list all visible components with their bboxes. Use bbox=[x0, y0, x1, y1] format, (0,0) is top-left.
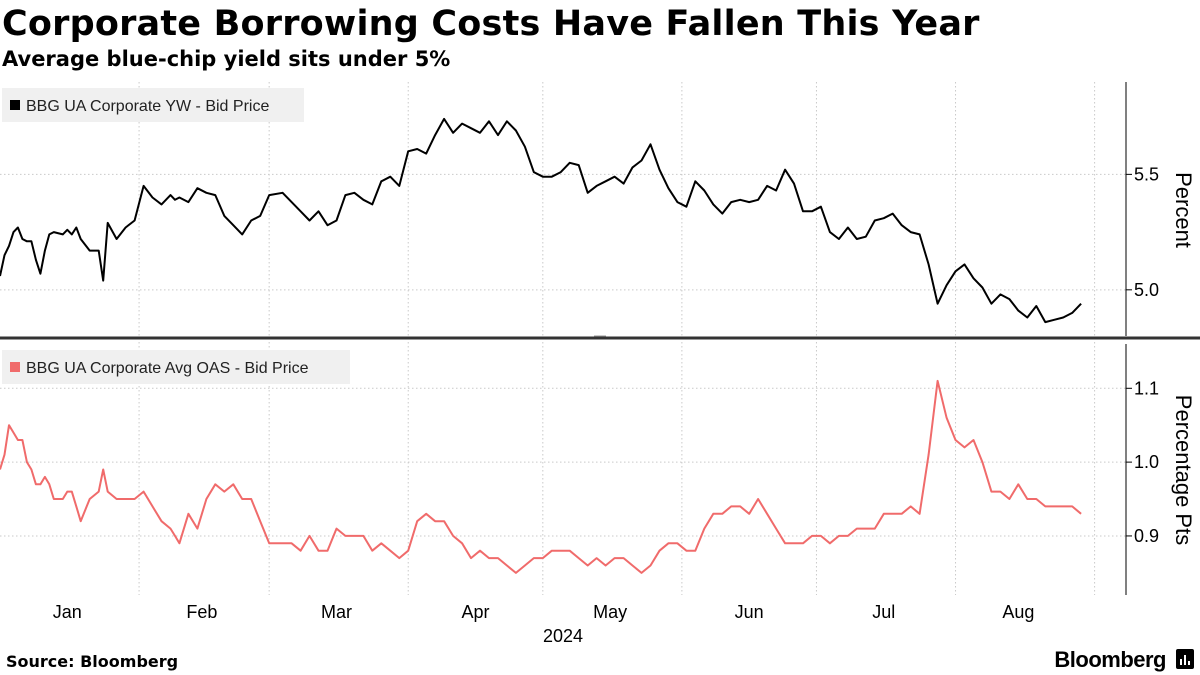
x-tick-label-jun: Jun bbox=[735, 602, 764, 622]
bottom-ytick-label: 0.9 bbox=[1134, 526, 1159, 546]
top-legend-label: BBG UA Corporate YW - Bid Price bbox=[26, 98, 269, 115]
chart-title: Corporate Borrowing Costs Have Fallen Th… bbox=[2, 4, 980, 44]
bottom-ytick-label: 1.0 bbox=[1134, 452, 1159, 472]
brand-logo-text: Bloomberg bbox=[1054, 647, 1166, 672]
bloomberg-logo-icon bbox=[1176, 649, 1194, 669]
x-tick-label-mar: Mar bbox=[321, 602, 352, 622]
bottom-legend-swatch bbox=[10, 362, 20, 372]
chart-subtitle: Average blue-chip yield sits under 5% bbox=[2, 47, 451, 71]
top-axis-label: Percent bbox=[1171, 172, 1196, 248]
x-tick-label-jul: Jul bbox=[872, 602, 895, 622]
x-tick-label-aug: Aug bbox=[1002, 602, 1034, 622]
bottom-ytick-label: 1.1 bbox=[1134, 378, 1159, 398]
bottom-legend-box bbox=[2, 350, 350, 384]
top-ytick-label: 5.0 bbox=[1134, 280, 1159, 300]
bottom-series-line bbox=[0, 379, 1082, 574]
x-axis-year-label: 2024 bbox=[543, 626, 583, 646]
source-note: Source: Bloomberg bbox=[6, 652, 179, 671]
x-tick-label-apr: Apr bbox=[462, 602, 490, 622]
x-tick-label-feb: Feb bbox=[186, 602, 217, 622]
top-series-line bbox=[0, 117, 1082, 324]
bottom-legend-label: BBG UA Corporate Avg OAS - Bid Price bbox=[26, 360, 309, 377]
bottom-axis-label: Percentage Pts bbox=[1171, 395, 1196, 545]
top-legend-box bbox=[2, 88, 304, 122]
top-legend-swatch bbox=[10, 100, 20, 110]
x-tick-label-jan: Jan bbox=[53, 602, 82, 622]
x-tick-label-may: May bbox=[593, 602, 627, 622]
top-ytick-label: 5.5 bbox=[1134, 164, 1159, 184]
